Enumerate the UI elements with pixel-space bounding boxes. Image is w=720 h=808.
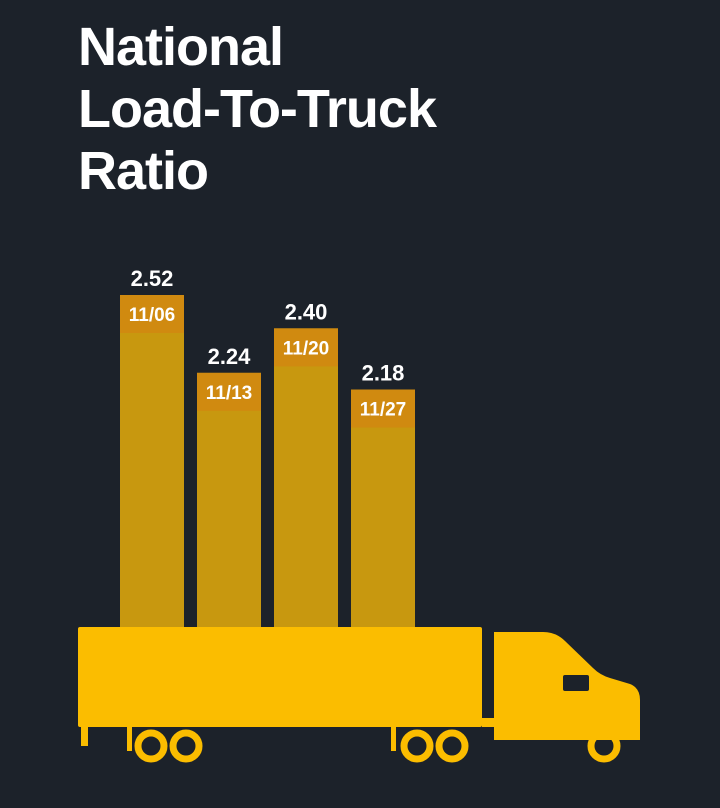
- value-label: 2.40: [285, 299, 328, 324]
- category-label: 11/27: [360, 400, 407, 421]
- truck-landing-gear-1: [81, 727, 88, 746]
- truck-trailer: [78, 627, 482, 727]
- bar-date-band: [197, 372, 261, 411]
- value-label: 2.24: [208, 344, 252, 369]
- chart-title: National Load-To-Truck Ratio: [78, 16, 437, 202]
- category-label: 11/20: [283, 338, 330, 359]
- truck-icon: [78, 627, 640, 763]
- truck-wheel: [169, 729, 203, 763]
- bar-date-band: [274, 328, 338, 367]
- title-line-1: National: [78, 17, 284, 77]
- title-line-3: Ratio: [78, 141, 209, 201]
- truck-window: [563, 675, 589, 691]
- bar: [274, 328, 338, 627]
- truck-wheel: [134, 729, 168, 763]
- value-label: 2.18: [362, 361, 405, 386]
- truck-wheel: [400, 729, 434, 763]
- title-line-2: Load-To-Truck: [78, 79, 437, 139]
- value-label: 2.52: [131, 266, 174, 291]
- bar: [197, 372, 261, 627]
- truck-wheel: [435, 729, 469, 763]
- bars-group: 11/06 2.52 11/13 2.24 11/20 2.40 11/27 2.18: [120, 266, 415, 627]
- bar: [120, 295, 184, 627]
- category-label: 11/13: [206, 383, 253, 404]
- category-label: 11/06: [129, 305, 176, 326]
- bar: [351, 389, 415, 627]
- bar-date-band: [120, 295, 184, 333]
- truck-landing-gear-3: [391, 727, 396, 751]
- truck-coupling: [482, 718, 496, 727]
- bar-date-band: [351, 389, 415, 428]
- truck-landing-gear-2: [127, 727, 132, 751]
- truck-wheel: [587, 729, 621, 763]
